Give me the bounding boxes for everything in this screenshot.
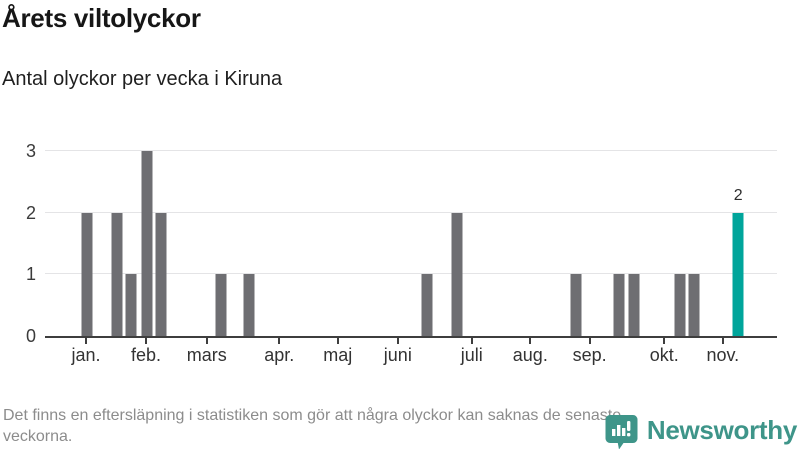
x-axis-tick — [721, 338, 724, 344]
highlighted-bar — [732, 212, 744, 336]
x-axis-tick — [84, 338, 87, 344]
x-axis-tick — [145, 338, 148, 344]
bar — [243, 274, 255, 336]
x-axis-month-label: maj — [323, 345, 353, 365]
x-axis-month-label: juni — [383, 345, 412, 365]
bar-chart: 0 1 2 3 2 jan. feb. mars apr. maj juni juli aug. se… — [0, 140, 800, 370]
bar — [141, 151, 153, 336]
x-axis-month-label: apr. — [264, 345, 295, 365]
gridline — [45, 211, 777, 213]
y-axis-label: 0 — [25, 326, 36, 346]
bar — [111, 212, 123, 336]
chart-subtitle: Antal olyckor per vecka i Kiruna — [2, 68, 283, 90]
x-axis-month-label: mars — [186, 345, 227, 365]
x-axis-tick — [336, 338, 339, 344]
bar — [125, 274, 137, 336]
x-axis-tick — [278, 338, 281, 344]
x-axis-month-label: juli — [460, 345, 483, 365]
newsworthy-chart-bubble-icon — [603, 412, 640, 450]
gridline — [45, 273, 777, 275]
bar — [613, 274, 625, 336]
x-axis-tick — [588, 338, 591, 344]
x-axis: jan. feb. mars apr. maj juni juli aug. sep. okt. n… — [45, 338, 777, 370]
bar — [628, 274, 640, 336]
bar — [421, 274, 433, 336]
bar — [688, 274, 700, 336]
y-axis: 0 1 2 3 — [8, 141, 36, 346]
plot-area: 2 — [45, 150, 777, 338]
brand-name: Newsworthy — [646, 415, 797, 445]
x-axis-month-label: nov. — [706, 345, 740, 365]
x-axis-tick — [529, 338, 532, 344]
x-axis-month-label: feb. — [131, 345, 162, 365]
x-axis-tick — [663, 338, 666, 344]
bar — [155, 212, 167, 336]
bar — [570, 274, 582, 336]
x-axis-month-label: aug. — [512, 345, 548, 365]
bar — [215, 274, 227, 336]
y-axis-label: 3 — [25, 141, 36, 161]
bar — [674, 274, 686, 336]
footnote: Det finns en eftersläpning i statistiken… — [3, 407, 622, 445]
y-axis-label: 2 — [25, 202, 36, 223]
x-axis-month-label: sep. — [572, 345, 607, 365]
x-axis-month-label: okt. — [649, 345, 679, 365]
newsworthy-logo: Newsworthy — [603, 412, 797, 450]
x-axis-tick — [470, 338, 473, 344]
chart-title: Årets viltolyckor — [2, 3, 201, 33]
gridline — [45, 150, 777, 151]
x-axis-month-label: jan. — [71, 345, 101, 365]
y-axis-label: 1 — [25, 264, 36, 285]
bar — [81, 212, 93, 336]
bar — [451, 212, 463, 336]
bar-value-label: 2 — [733, 186, 743, 204]
x-axis-tick — [205, 338, 208, 344]
x-axis-tick — [396, 338, 399, 344]
